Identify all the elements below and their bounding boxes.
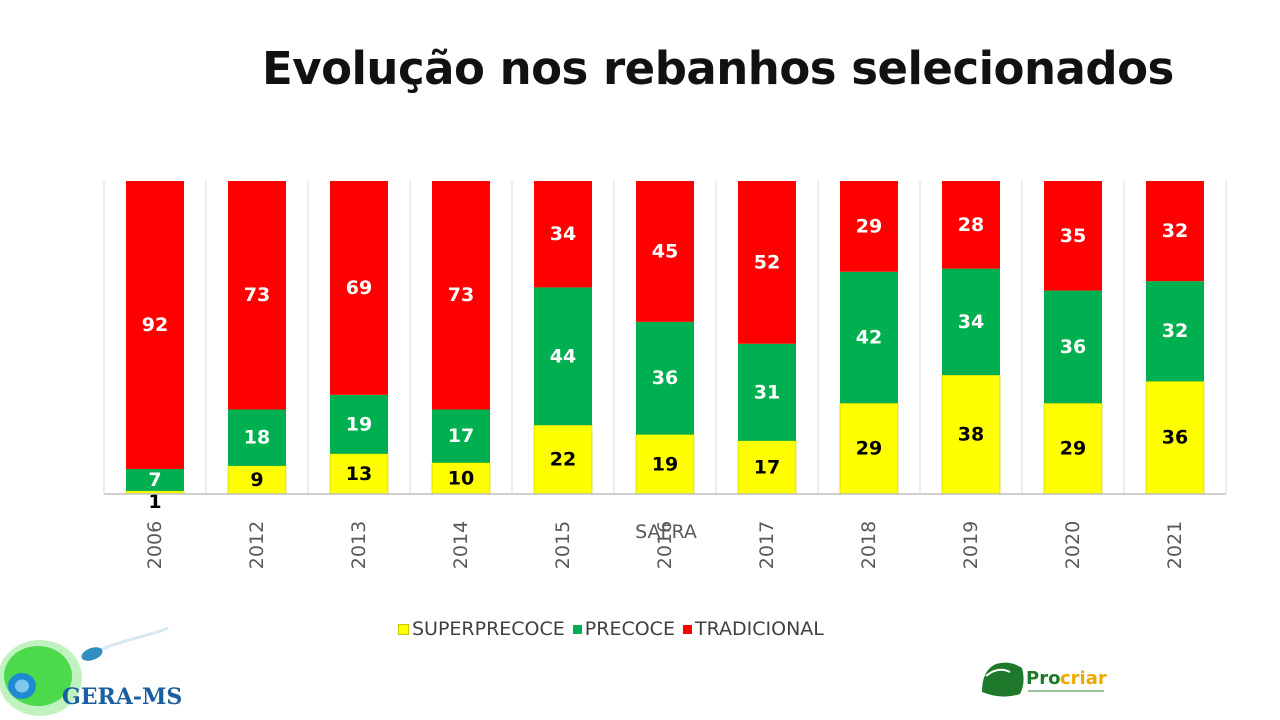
bar-segment-tradicional: [1044, 181, 1102, 291]
bar-segment-superprecoce: [1043, 402, 1103, 495]
bar-segment-tradicional: [534, 181, 592, 288]
data-label-tradicional: 34: [550, 223, 576, 245]
bar-segment-precoce: [636, 321, 694, 435]
x-tick-label: 2020: [1062, 521, 1084, 569]
data-label-superprecoce: 17: [754, 456, 780, 478]
data-label-precoce: 18: [244, 427, 270, 449]
data-label-tradicional: 29: [856, 215, 882, 237]
legend-item-tradicional: TRADICIONAL: [682, 618, 824, 640]
legend-swatch-precoce: [572, 624, 582, 634]
bar-segment-precoce: [126, 468, 184, 491]
bar-segment-precoce: [942, 268, 1000, 376]
bar-segment-precoce: [840, 271, 898, 404]
bar-segment-superprecoce: [533, 424, 593, 495]
bar-segment-tradicional: [1146, 181, 1204, 282]
data-label-superprecoce: 22: [550, 449, 576, 471]
legend-swatch-tradicional: [682, 624, 692, 634]
svg-text:Pro: Pro: [1026, 668, 1060, 689]
x-tick-label: 2016: [654, 521, 676, 569]
data-label-tradicional: 35: [1060, 225, 1086, 247]
legend-label-superprecoce: SUPERPRECOCE: [412, 618, 565, 640]
x-tick-label: 2021: [1164, 521, 1186, 569]
bar-segment-superprecoce: [941, 374, 1001, 495]
bar-segment-tradicional: [126, 181, 184, 469]
bar-segment-tradicional: [942, 181, 1000, 269]
procriar-logo: Pro criar: [976, 652, 1108, 702]
data-label-precoce: 31: [754, 381, 780, 403]
x-tick-label: 2013: [348, 521, 370, 569]
svg-text:GERA-MS: GERA-MS: [62, 684, 182, 710]
bar-segment-precoce: [534, 287, 592, 426]
bar-segment-tradicional: [636, 181, 694, 322]
bar-segment-superprecoce: [431, 462, 491, 495]
data-label-superprecoce: 29: [1060, 438, 1086, 460]
chart-legend: SUPERPRECOCE PRECOCE TRADICIONAL: [398, 618, 832, 640]
x-tick-label: 2019: [960, 521, 982, 569]
legend-item-precoce: PRECOCE: [572, 618, 675, 640]
data-label-precoce: 32: [1162, 320, 1188, 342]
data-label-superprecoce: 10: [448, 467, 474, 489]
bar-segment-tradicional: [840, 181, 898, 272]
data-label-superprecoce: 29: [856, 438, 882, 460]
x-tick-label: 2012: [246, 521, 268, 569]
bar-segment-superprecoce: [737, 440, 797, 495]
x-tick-label: 2017: [756, 521, 778, 569]
bar-segment-precoce: [228, 409, 286, 466]
data-label-precoce: 36: [652, 367, 678, 389]
data-label-superprecoce: 9: [250, 469, 263, 491]
bar-segment-superprecoce: [329, 453, 389, 495]
data-label-superprecoce: 1: [148, 491, 161, 513]
data-label-superprecoce: 13: [346, 463, 372, 485]
data-label-superprecoce: 38: [958, 424, 984, 446]
data-label-superprecoce: 19: [652, 453, 678, 475]
gera-ms-logo: GERA-MS: [0, 626, 182, 716]
data-label-tradicional: 92: [142, 314, 168, 336]
data-label-tradicional: 73: [448, 284, 474, 306]
legend-item-superprecoce: SUPERPRECOCE: [398, 618, 565, 640]
data-label-precoce: 17: [448, 425, 474, 447]
data-label-precoce: 7: [148, 469, 161, 491]
data-label-tradicional: 45: [652, 240, 678, 262]
data-label-precoce: 42: [856, 327, 882, 349]
bar-segment-precoce: [1044, 290, 1102, 404]
bar-segment-tradicional: [330, 181, 388, 395]
data-label-precoce: 44: [550, 345, 576, 367]
x-axis-title: SAFRA: [635, 521, 697, 543]
bar-segment-superprecoce: [1145, 381, 1205, 495]
bar-segment-precoce: [738, 343, 796, 441]
x-tick-label: 2018: [858, 521, 880, 569]
bar-segment-superprecoce: [839, 402, 899, 495]
x-tick-label: 2006: [144, 521, 166, 569]
bar-segment-tradicional: [432, 181, 490, 410]
data-label-tradicional: 52: [754, 251, 780, 273]
stacked-bar-chart: 17 92 2006 9 18 73 2012 13 19 69 2013 10 17 73 2014 22 4…: [103, 181, 1227, 569]
data-label-superprecoce: 36: [1162, 427, 1188, 449]
page-title: Evolução nos rebanhos selecionados: [262, 42, 1174, 95]
legend-label-tradicional: TRADICIONAL: [694, 618, 824, 640]
data-label-tradicional: 32: [1162, 220, 1188, 242]
legend-label-precoce: PRECOCE: [584, 618, 675, 640]
legend-swatch-superprecoce: [398, 623, 409, 635]
x-tick-label: 2015: [552, 521, 574, 569]
bar-segment-superprecoce: [227, 465, 287, 495]
bar-segment-precoce: [1146, 281, 1204, 382]
svg-text:criar: criar: [1060, 668, 1107, 689]
data-label-precoce: 19: [346, 413, 372, 435]
data-label-precoce: 36: [1060, 336, 1086, 358]
x-tick-label: 2014: [450, 521, 472, 569]
data-label-tradicional: 28: [958, 214, 984, 236]
bar-segment-precoce: [330, 394, 388, 454]
data-label-tradicional: 73: [244, 284, 270, 306]
bar-segment-tradicional: [738, 181, 796, 344]
bar-segment-precoce: [432, 409, 490, 463]
bar-segment-tradicional: [228, 181, 286, 410]
data-label-tradicional: 69: [346, 277, 372, 299]
data-label-precoce: 34: [958, 311, 984, 333]
